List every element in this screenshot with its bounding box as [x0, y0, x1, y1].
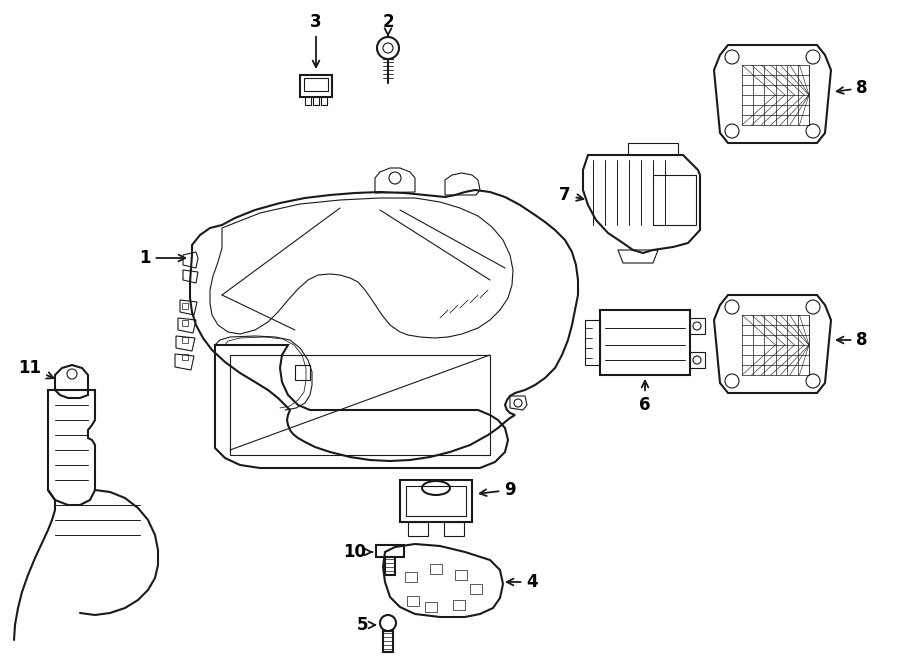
Text: 6: 6 [639, 381, 651, 414]
Text: 5: 5 [356, 616, 375, 634]
Text: 7: 7 [559, 186, 583, 204]
Text: 1: 1 [140, 249, 185, 267]
Text: 8: 8 [837, 79, 868, 97]
Text: 10: 10 [344, 543, 373, 561]
Text: 4: 4 [507, 573, 538, 591]
Text: 9: 9 [480, 481, 516, 499]
Text: 2: 2 [382, 13, 394, 36]
Text: 3: 3 [310, 13, 322, 67]
Text: 8: 8 [837, 331, 868, 349]
Text: 11: 11 [19, 359, 54, 379]
